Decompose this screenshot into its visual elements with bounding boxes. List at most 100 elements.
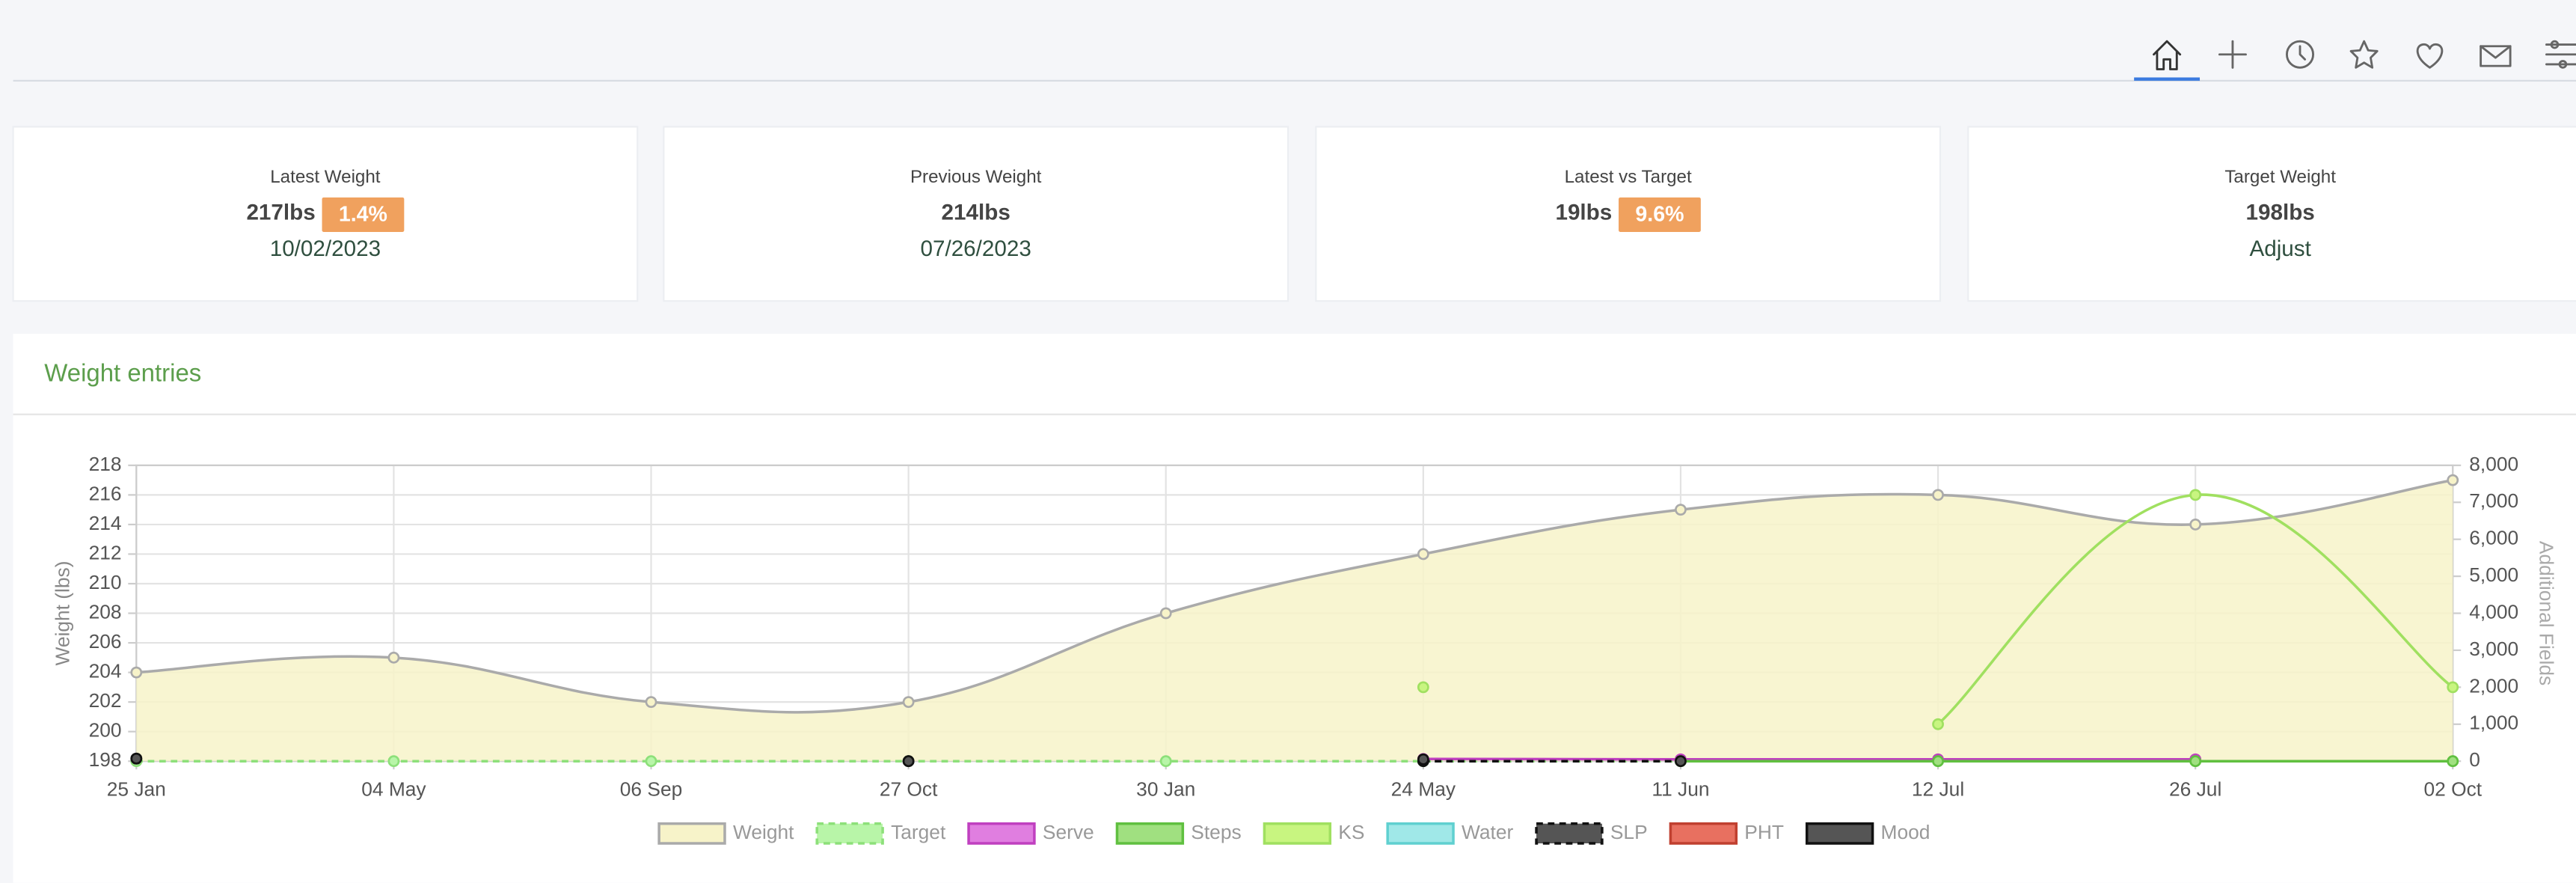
- y-axis-label: Weight (lbs): [52, 560, 74, 665]
- legend-label: KS: [1338, 821, 1364, 843]
- x-tick-label: 27 Oct: [880, 778, 938, 801]
- star-icon[interactable]: [2349, 40, 2379, 69]
- point: [2447, 681, 2459, 694]
- card: [12, 126, 639, 302]
- card-date: 07/26/2023: [920, 236, 1031, 261]
- y-tick-label: 216: [89, 482, 122, 504]
- point: [2189, 519, 2202, 531]
- y2-tick-label: 1,000: [2469, 712, 2518, 734]
- area: [136, 480, 2453, 762]
- y-tick-label: 214: [89, 512, 122, 534]
- y-tick-label: 210: [89, 571, 122, 593]
- badge: [322, 197, 405, 232]
- cards: Latest Weight 217lbs 1.4% 10/02/2023 Previou…: [12, 126, 2576, 302]
- add-icon[interactable]: [2218, 40, 2247, 69]
- y2-tick-label: 6,000: [2469, 527, 2518, 549]
- y-tick-label: 208: [89, 600, 122, 623]
- card-date: 10/02/2023: [270, 236, 381, 261]
- legend-label: SLP: [1610, 821, 1648, 843]
- x-tick-label: 04 May: [361, 778, 426, 801]
- legend-label: Water: [1462, 821, 1514, 843]
- y-tick-label: 202: [89, 689, 122, 712]
- legend-item[interactable]: Mood: [1805, 821, 1931, 845]
- legend-item[interactable]: Weight: [657, 821, 794, 845]
- y-tick-label: 198: [89, 748, 122, 771]
- point: [387, 755, 400, 768]
- legend-item[interactable]: Target: [815, 821, 946, 845]
- point: [1159, 607, 1172, 620]
- legend-swatch: [657, 822, 726, 845]
- point: [902, 755, 915, 768]
- point: [645, 755, 657, 768]
- card-value: 198lbs: [2246, 201, 2315, 225]
- legend: Weight Target Serve Steps KS Water SLP PHT Mood: [657, 821, 1931, 845]
- point: [1932, 755, 1944, 768]
- legend-swatch: [1386, 822, 1455, 845]
- legend-item[interactable]: Serve: [967, 821, 1094, 845]
- x-tick-label: 24 May: [1391, 778, 1456, 801]
- legend-item[interactable]: Water: [1386, 821, 1514, 845]
- x-tick-label: 06 Sep: [620, 778, 683, 801]
- y2-tick-label: 4,000: [2469, 600, 2518, 623]
- card: [663, 126, 1289, 302]
- point: [645, 696, 657, 709]
- line: [136, 478, 2453, 714]
- card-label: Latest Weight: [270, 167, 381, 187]
- point: [1417, 548, 1429, 560]
- point: [902, 696, 915, 709]
- card: [1967, 126, 2576, 302]
- y2-tick-label: 2,000: [2469, 674, 2518, 697]
- point: [130, 666, 143, 679]
- point: [1417, 681, 1429, 694]
- point: [1159, 755, 1172, 768]
- home-icon[interactable]: [2153, 40, 2182, 70]
- legend-item[interactable]: Steps: [1115, 821, 1242, 845]
- card-label: Previous Weight: [910, 167, 1042, 187]
- y2-tick-label: 5,000: [2469, 563, 2518, 586]
- y2-tick-label: 7,000: [2469, 489, 2518, 512]
- legend-item[interactable]: PHT: [1669, 821, 1784, 845]
- point: [2447, 474, 2459, 486]
- y-tick-label: 218: [89, 453, 122, 475]
- heart-icon[interactable]: [2416, 43, 2444, 69]
- point: [2189, 755, 2202, 768]
- card-link[interactable]: Adjust: [2249, 236, 2311, 261]
- point: [2447, 755, 2459, 768]
- legend-item[interactable]: KS: [1263, 821, 1364, 845]
- legend-swatch: [1805, 822, 1874, 845]
- x-tick-label: 25 Jan: [107, 778, 166, 801]
- mail-icon[interactable]: [2480, 45, 2512, 67]
- point: [1417, 753, 1429, 766]
- card-value: 217lbs: [246, 201, 315, 225]
- legend-label: Mood: [1881, 821, 1931, 843]
- settings-icon[interactable]: [2545, 40, 2576, 69]
- legend-swatch: [1669, 822, 1738, 845]
- x-tick-label: 11 Jun: [1652, 778, 1709, 801]
- legend-swatch: [1535, 822, 1604, 845]
- x-tick-label: 02 Oct: [2423, 778, 2482, 801]
- active-underline: [2134, 77, 2201, 81]
- y2-tick-label: 8,000: [2469, 453, 2518, 475]
- legend-swatch: [1115, 822, 1185, 845]
- legend-label: Steps: [1191, 821, 1241, 843]
- legend-swatch: [815, 822, 884, 845]
- badge-text: 9.6%: [1635, 203, 1684, 227]
- nav: [2134, 40, 2576, 81]
- y2-tick-label: 3,000: [2469, 638, 2518, 660]
- y-tick-label: 212: [89, 541, 122, 563]
- card-label: Target Weight: [2224, 167, 2336, 187]
- history-icon[interactable]: [2286, 40, 2314, 69]
- point: [387, 651, 400, 664]
- point: [2189, 489, 2202, 501]
- point: [130, 752, 143, 765]
- y2-axis-label: Additional Fields: [2535, 541, 2557, 685]
- x-tick-label: 30 Jan: [1136, 778, 1195, 801]
- y-tick-label: 200: [89, 719, 122, 742]
- point: [1932, 489, 1944, 501]
- legend-item[interactable]: SLP: [1535, 821, 1648, 845]
- y-tick-label: 206: [89, 630, 122, 653]
- panel-title: Weight entries: [44, 359, 201, 387]
- badge: [1619, 197, 1701, 232]
- legend-swatch: [1263, 822, 1332, 845]
